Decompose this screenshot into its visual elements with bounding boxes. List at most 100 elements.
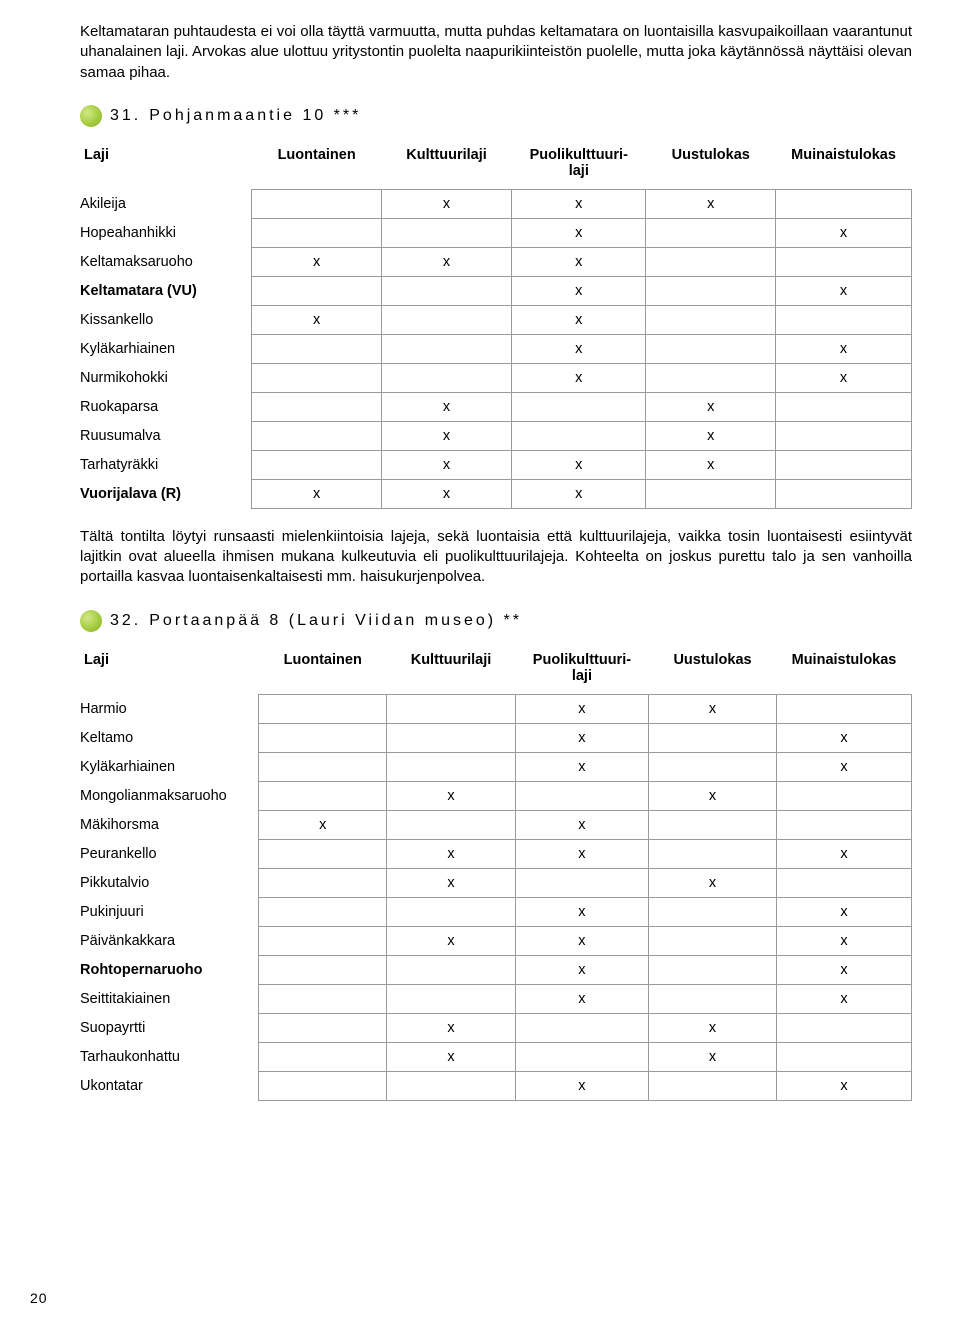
bullet-icon (80, 610, 102, 632)
mark-cell: x (777, 752, 912, 781)
section-31-heading: 31. Pohjanmaantie 10 *** (80, 105, 912, 127)
mark-cell (646, 363, 776, 392)
mark-cell (381, 218, 511, 247)
species-name: Pukinjuuri (80, 897, 259, 926)
mark-cell (252, 276, 382, 305)
column-header: Kulttuurilaji (387, 646, 516, 695)
mark-cell (515, 781, 648, 810)
mark-cell (646, 334, 776, 363)
mark-cell (646, 276, 776, 305)
species-table-32: LajiLuontainenKulttuurilajiPuolikulttuur… (80, 646, 912, 1101)
section-31-title: Pohjanmaantie 10 *** (149, 107, 361, 125)
section-31-followup: Tältä tontilta löytyi runsaasti mielenki… (80, 527, 912, 588)
mark-cell (259, 984, 387, 1013)
table-row: Ukontatarxx (80, 1071, 912, 1100)
species-name: Nurmikohokki (80, 363, 252, 392)
column-header: Muinaistulokas (776, 141, 912, 190)
mark-cell: x (515, 694, 648, 723)
mark-cell (252, 334, 382, 363)
table-row: Peurankelloxxx (80, 839, 912, 868)
species-name: Vuorijalava (R) (80, 479, 252, 508)
mark-cell (252, 189, 382, 218)
mark-cell: x (512, 247, 646, 276)
mark-cell (387, 694, 516, 723)
mark-cell (776, 305, 912, 334)
mark-cell: x (512, 218, 646, 247)
mark-cell (515, 868, 648, 897)
species-name: Kyläkarhiainen (80, 752, 259, 781)
mark-cell: x (387, 1042, 516, 1071)
mark-cell (777, 1042, 912, 1071)
mark-cell: x (649, 1013, 777, 1042)
mark-cell: x (649, 694, 777, 723)
mark-cell: x (777, 984, 912, 1013)
mark-cell (776, 450, 912, 479)
mark-cell (387, 955, 516, 984)
mark-cell (252, 218, 382, 247)
table-row: Vuorijalava (R)xxx (80, 479, 912, 508)
mark-cell (381, 305, 511, 334)
mark-cell (646, 479, 776, 508)
mark-cell: x (776, 276, 912, 305)
mark-cell: x (777, 723, 912, 752)
species-name: Suopayrtti (80, 1013, 259, 1042)
mark-cell (776, 189, 912, 218)
mark-cell: x (512, 334, 646, 363)
table-row: Kissankelloxx (80, 305, 912, 334)
mark-cell: x (777, 1071, 912, 1100)
table-row: Tarhaukonhattuxx (80, 1042, 912, 1071)
mark-cell (515, 1013, 648, 1042)
bullet-icon (80, 105, 102, 127)
species-name: Ruokaparsa (80, 392, 252, 421)
table-row: Pukinjuurixx (80, 897, 912, 926)
species-name: Kissankello (80, 305, 252, 334)
mark-cell: x (646, 450, 776, 479)
mark-cell (252, 450, 382, 479)
table-row: Harmioxx (80, 694, 912, 723)
mark-cell (381, 276, 511, 305)
species-name: Tarhatyräkki (80, 450, 252, 479)
mark-cell (777, 868, 912, 897)
section-31-number: 31. (110, 107, 141, 125)
mark-cell (649, 752, 777, 781)
column-header: Luontainen (252, 141, 382, 190)
mark-cell: x (776, 218, 912, 247)
mark-cell (646, 218, 776, 247)
mark-cell: x (387, 1013, 516, 1042)
mark-cell: x (515, 926, 648, 955)
mark-cell: x (381, 479, 511, 508)
mark-cell: x (387, 868, 516, 897)
table-row: Mongolianmaksaruohoxx (80, 781, 912, 810)
species-name: Tarhaukonhattu (80, 1042, 259, 1071)
table-row: Mäkihorsmaxx (80, 810, 912, 839)
table-row: Pikkutalvioxx (80, 868, 912, 897)
table-row: Keltamatara (VU)xx (80, 276, 912, 305)
mark-cell: x (777, 955, 912, 984)
mark-cell (259, 1042, 387, 1071)
mark-cell (777, 694, 912, 723)
mark-cell (512, 392, 646, 421)
table-row: Ruokaparsaxx (80, 392, 912, 421)
mark-cell (646, 247, 776, 276)
mark-cell: x (381, 450, 511, 479)
mark-cell (776, 479, 912, 508)
page: Keltamataran puhtaudesta ei voi olla täy… (0, 0, 960, 1326)
mark-cell (259, 897, 387, 926)
mark-cell (387, 984, 516, 1013)
mark-cell (252, 421, 382, 450)
mark-cell (649, 1071, 777, 1100)
mark-cell (259, 868, 387, 897)
mark-cell: x (515, 723, 648, 752)
section-32-number: 32. (110, 612, 141, 630)
table-row: Kyläkarhiainen x x (80, 334, 912, 363)
mark-cell: x (515, 810, 648, 839)
mark-cell: x (776, 334, 912, 363)
mark-cell (259, 723, 387, 752)
species-name: Hopeahanhikki (80, 218, 252, 247)
mark-cell (259, 926, 387, 955)
mark-cell: x (515, 897, 648, 926)
mark-cell (776, 247, 912, 276)
species-name: Kyläkarhiainen (80, 334, 252, 363)
mark-cell (387, 810, 516, 839)
mark-cell (649, 955, 777, 984)
